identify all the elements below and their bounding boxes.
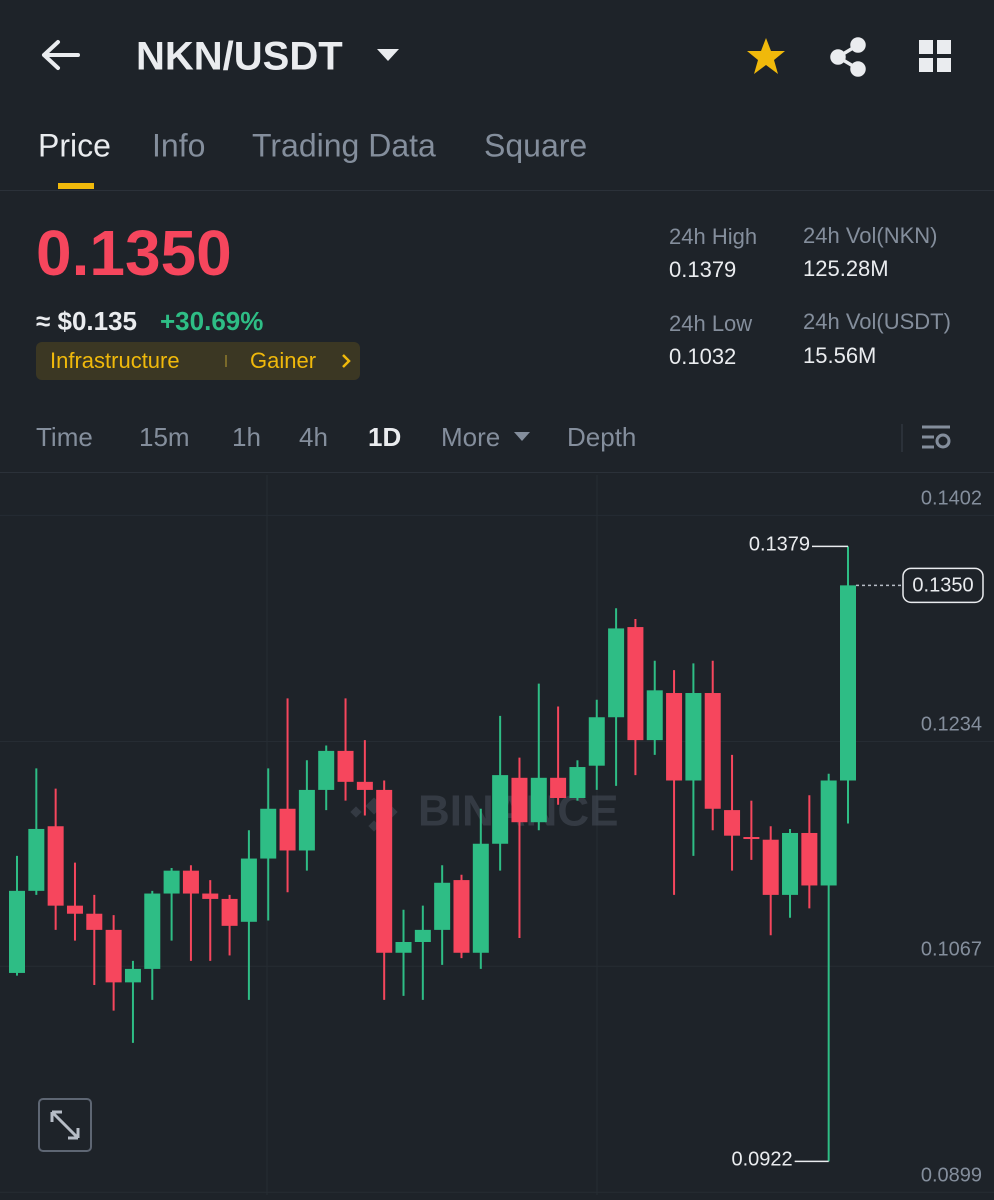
back-button[interactable] [42,40,80,70]
tag-separator [225,355,227,367]
candle-body [202,893,219,899]
candle-body [627,627,644,741]
candle-body [724,810,741,836]
candle-body [492,775,509,844]
candle-body [163,870,180,894]
stat-label: 24h Vol(USDT) [803,309,951,334]
candle-body [530,777,547,823]
candle-body [704,693,721,809]
interval[interactable]: Depth [567,422,636,452]
tab-indicator [58,183,94,189]
candle-body [105,929,122,983]
stat-value: 0.1379 [669,257,736,282]
candle-body [260,808,277,859]
candle-body [395,941,412,953]
tab[interactable]: Square [484,127,587,163]
y-tick-label: 0.1067 [921,938,982,960]
candle-body [762,839,779,895]
candle-body [453,880,470,953]
low-marker-label: 0.0922 [732,1149,793,1171]
candle-body [801,832,818,886]
interval[interactable]: More [441,422,500,452]
candle-body [820,780,837,886]
candle-body [86,913,103,930]
stat-value: 125.28M [803,256,889,281]
high-marker-label: 0.1379 [749,534,810,556]
candle-body [182,870,199,894]
candle-body [743,837,760,840]
candle-body [376,789,393,953]
more-dropdown[interactable] [514,432,530,441]
candlestick-chart: 0.1402 0.1234 0.1067 0.0899 0.1379 0.0922 0.13… [0,488,994,1193]
candle-body [124,968,141,983]
last-price-box [902,567,984,604]
y-tick-label: 0.1234 [921,714,982,736]
share-button[interactable] [830,37,866,77]
candle-body [221,898,238,926]
candle-body [9,890,25,973]
candle-body [240,858,257,922]
tab[interactable]: Price [38,127,111,163]
divider [0,190,994,191]
candle-body [646,690,663,741]
divider [0,472,994,473]
stat-label: 24h Vol(NKN) [803,223,938,248]
pair-title[interactable]: NKN/USDT [136,35,343,79]
candle-body [511,777,528,823]
tag-box[interactable] [36,342,360,380]
candle-body [47,826,64,906]
pair-dropdown[interactable] [377,49,399,61]
tag-chevron [342,354,351,368]
candle-body [66,905,83,914]
stat-value: 15.56M [803,343,876,368]
divider [901,424,903,452]
candle-body [28,828,45,891]
chart-settings[interactable] [922,425,951,449]
candle-body [279,808,296,851]
stat-value: 0.1032 [669,344,736,369]
stat-label: 24h High [669,224,757,249]
interval[interactable]: 1h [232,422,261,452]
y-tick-label: 0.1402 [921,488,982,510]
candle-body [608,628,625,718]
menu-grid[interactable] [919,40,951,72]
candle-body [840,585,856,781]
candle-body [434,882,451,930]
candle-body [569,767,586,798]
expand-button[interactable] [38,1098,92,1152]
tab[interactable]: Info [152,127,205,163]
favorite-star[interactable] [747,38,785,74]
tab[interactable]: Trading Data [252,127,436,163]
interval[interactable]: 4h [299,422,328,452]
price-change: +30.69% [160,306,263,336]
candle-body [550,777,567,798]
candle-body [144,893,161,969]
interval[interactable]: 15m [139,422,190,452]
last-price: 0.1350 [36,217,232,289]
usd-price: ≈ $0.135 [36,306,137,336]
candle-body [685,693,702,781]
candle-body [337,750,354,782]
candle-body [666,693,683,781]
candle-body [356,781,373,790]
candle-body [472,843,489,953]
candle-body [298,789,315,851]
stat-label: 24h Low [669,311,752,336]
candle-body [588,717,605,766]
expand-icon [50,1110,80,1140]
candle-body [782,832,799,895]
last-price-label: 0.1350 [912,575,973,597]
tag[interactable]: Infrastructure [50,348,180,373]
interval[interactable]: Time [36,422,93,452]
candle-body [414,929,431,942]
candle-body [318,750,335,790]
interval[interactable]: 1D [368,422,401,452]
y-tick-label: 0.0899 [921,1165,982,1187]
tag[interactable]: Gainer [250,348,316,373]
